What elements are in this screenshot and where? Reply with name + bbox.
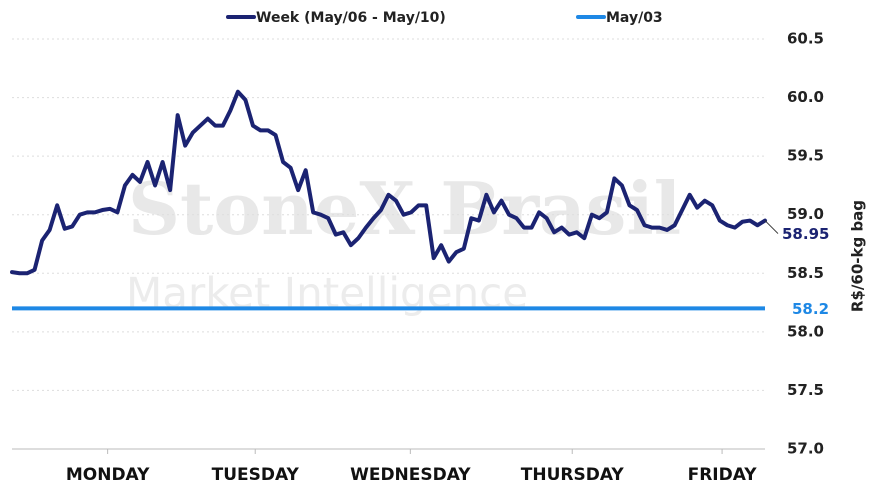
- series-line: [10, 89, 767, 276]
- legend-label: May/03: [606, 10, 663, 26]
- x-tick-label: THURSDAY: [521, 465, 625, 485]
- x-tick-label: WEDNESDAY: [350, 465, 471, 485]
- legend-label: Week (May/06 - May/10): [256, 10, 446, 26]
- y-tick-label: 57.0: [787, 440, 824, 458]
- y-tick-label: 58.5: [787, 264, 824, 282]
- watermark-title: StoneX Brasil: [128, 166, 681, 251]
- end-label: 58.95: [782, 225, 829, 243]
- end-label: 58.2: [792, 300, 829, 318]
- end-connector: [764, 220, 779, 234]
- y-tick-label: 60.0: [787, 88, 824, 106]
- y-tick-label: 59.0: [787, 205, 824, 223]
- x-tick-label: FRIDAY: [688, 465, 758, 485]
- y-axis-label: R$/60-kg bag: [849, 200, 867, 312]
- y-tick-label: 60.5: [787, 30, 824, 48]
- x-tick-label: TUESDAY: [212, 465, 300, 485]
- x-tick-label: MONDAY: [66, 465, 150, 485]
- y-tick-label: 57.5: [787, 381, 824, 399]
- y-tick-label: 58.0: [787, 322, 824, 340]
- y-tick-label: 59.5: [787, 147, 824, 165]
